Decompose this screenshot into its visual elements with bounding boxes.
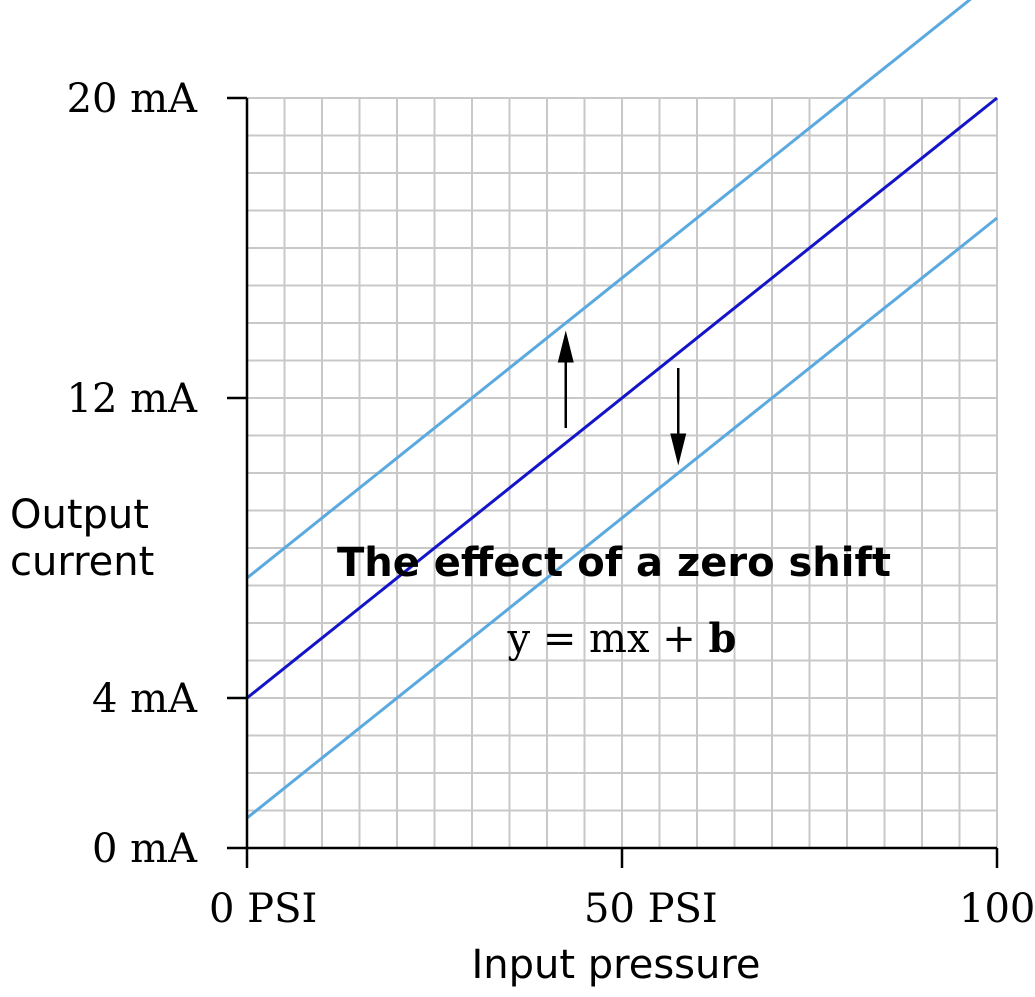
series-line-shifted-up bbox=[246, 0, 972, 580]
arrows bbox=[557, 330, 687, 466]
x-tick-label: 50 PSI bbox=[584, 886, 718, 932]
series-group bbox=[246, 0, 998, 820]
y-tick-label: 4 mA bbox=[92, 676, 198, 722]
x-axis-title: Input pressure bbox=[471, 942, 760, 988]
ticks: 0 mA 4 mA 12 mA 20 mA 0 PSI 50 PSI 100 PSI bbox=[67, 76, 1035, 932]
series-line-ideal bbox=[246, 96, 998, 700]
y-tick-label: 20 mA bbox=[67, 76, 199, 122]
equation-bold-term: b bbox=[709, 615, 737, 662]
y-tick-label: 0 mA bbox=[92, 826, 198, 872]
y-axis-title-line-2: current bbox=[10, 539, 154, 585]
arrow-up-head bbox=[557, 330, 574, 363]
arrow-down-head bbox=[670, 433, 687, 466]
series-line-shifted-down bbox=[246, 216, 998, 820]
equation: y = mx + b bbox=[507, 615, 737, 662]
chart-title: The effect of a zero shift bbox=[337, 540, 891, 586]
equation-prefix: y = mx + bbox=[507, 616, 709, 662]
grid bbox=[246, 97, 998, 849]
y-tick-label: 12 mA bbox=[67, 376, 199, 422]
x-tick-label: 100 PSI bbox=[959, 886, 1035, 932]
x-tick-label: 0 PSI bbox=[209, 886, 317, 932]
y-axis-title-line-1: Output bbox=[10, 492, 149, 538]
